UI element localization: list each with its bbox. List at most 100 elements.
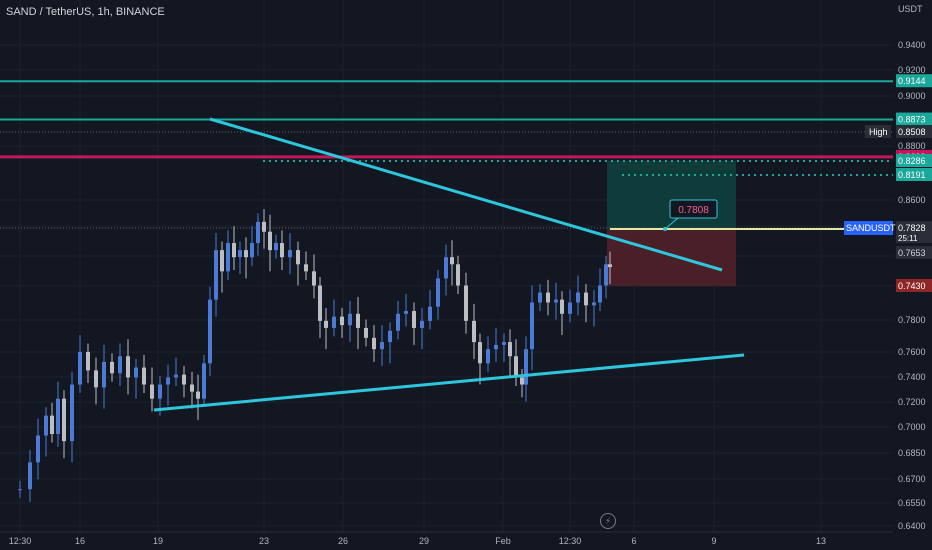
- candle-body: [78, 351, 82, 385]
- candle-body: [478, 342, 482, 364]
- time-tick-8: 6: [631, 536, 636, 546]
- high-value-tag-bg: [896, 125, 932, 138]
- price-tick-13: 0.6850: [898, 448, 926, 458]
- candle-body: [196, 391, 200, 399]
- candle-body: [226, 243, 230, 272]
- candle-body: [174, 374, 178, 378]
- candle-body: [388, 330, 392, 343]
- candle-body: [486, 349, 490, 364]
- level-tag-0: 0.9144: [898, 76, 926, 86]
- candle-body: [288, 250, 292, 258]
- high-value-tag: 0.8508: [898, 127, 926, 137]
- candle-body: [126, 356, 130, 378]
- candle-body: [332, 316, 336, 328]
- price-tick-18: 0.6120: [898, 0, 926, 2]
- time-tick-2: 19: [153, 536, 163, 546]
- price-tick-10: 0.7400: [898, 372, 926, 382]
- last-value: 0.7828: [898, 223, 926, 233]
- candle-body: [524, 349, 528, 385]
- candle-body: [70, 384, 74, 442]
- candle-body: [592, 302, 596, 306]
- level-tag-1: 0.8873: [898, 115, 926, 125]
- candle-body: [158, 384, 162, 399]
- candle-body: [404, 310, 408, 314]
- candle-body: [502, 342, 506, 345]
- descending-trendline: [209, 117, 723, 272]
- last-symbol: SANDUSDT: [846, 223, 896, 233]
- high-label: High: [869, 127, 888, 137]
- candle-body: [598, 285, 602, 303]
- candle-body: [50, 415, 54, 435]
- price-tick-9: 0.7600: [898, 347, 926, 357]
- candle-body: [546, 292, 550, 303]
- time-tick-10: 13: [816, 536, 826, 546]
- candle-body: [28, 462, 32, 490]
- price-tick-15: 0.6550: [898, 498, 926, 508]
- candle-body: [312, 271, 316, 286]
- candle-body: [220, 250, 224, 272]
- price-tick-0: 0.9400: [898, 40, 926, 50]
- candles: [18, 209, 612, 502]
- price-tick-3: 0.8800: [898, 141, 926, 151]
- candle-body: [348, 313, 352, 326]
- candle-body: [274, 243, 278, 251]
- price-tick-12: 0.7000: [898, 422, 926, 432]
- time-tick-1: 16: [75, 536, 85, 546]
- candle-body: [456, 264, 460, 286]
- candle-body: [584, 292, 588, 306]
- candle-body: [250, 243, 254, 258]
- candle-body: [244, 250, 248, 258]
- chart-title: SAND / TetherUS, 1h, BINANCE: [6, 6, 165, 18]
- last-countdown: 25:11: [898, 234, 918, 243]
- target-tag-0: 0.8286: [898, 156, 926, 166]
- candle-body: [554, 299, 558, 303]
- take-profit-zone: [607, 161, 736, 229]
- candle-body: [142, 367, 146, 385]
- candle-body: [134, 367, 138, 378]
- ascending-trendline: [153, 353, 745, 412]
- entry-marker-box: [669, 199, 718, 219]
- high-label-bg: [865, 125, 891, 138]
- candle-body: [464, 285, 468, 321]
- mark-tag-1: 0.7430: [898, 281, 926, 291]
- candle-body: [372, 337, 376, 350]
- candle-body: [514, 356, 518, 378]
- candle-body: [450, 257, 454, 265]
- candle-body: [56, 398, 60, 435]
- mark-tag-1-bg: [896, 279, 932, 292]
- price-tick-17: 0.6260: [898, 0, 926, 2]
- candle-body: [608, 264, 612, 268]
- target-tag-0-bg: [896, 154, 932, 167]
- entry-marker-pointer: [664, 217, 679, 230]
- level-tag-0-bg: [896, 74, 932, 88]
- mark-tag-0: 0.7653: [898, 248, 926, 258]
- candle-body: [44, 415, 48, 436]
- candle-body: [444, 257, 448, 279]
- entry-marker-label: 0.7808: [678, 205, 709, 216]
- time-tick-3: 23: [259, 536, 269, 546]
- candle-body: [214, 250, 218, 300]
- price-tick-2: 0.9000: [898, 91, 926, 101]
- candle-body: [150, 384, 154, 399]
- candle-body: [428, 306, 432, 321]
- last-symbol-bg: [844, 221, 893, 235]
- candle-body: [238, 250, 242, 258]
- candle-body: [202, 363, 206, 399]
- candle-body: [166, 377, 170, 385]
- candle-body: [508, 342, 512, 357]
- stop-loss-zone: [607, 229, 736, 286]
- candle-body: [604, 264, 608, 286]
- target-tag-1-bg: [896, 168, 932, 181]
- candle-body: [576, 292, 580, 303]
- bolt-icon[interactable]: ⚡: [600, 513, 616, 529]
- target-tag-1: 0.8191: [898, 170, 926, 180]
- price-tick-4: 0.8600: [898, 195, 926, 205]
- candle-body: [208, 299, 212, 364]
- mark-tag-0-bg: [896, 246, 932, 259]
- candle-body: [324, 320, 328, 328]
- candle-body: [340, 316, 344, 326]
- last-value-bg: [896, 221, 932, 243]
- time-tick-7: 12:30: [559, 536, 582, 546]
- price-tick-11: 0.7200: [898, 397, 926, 407]
